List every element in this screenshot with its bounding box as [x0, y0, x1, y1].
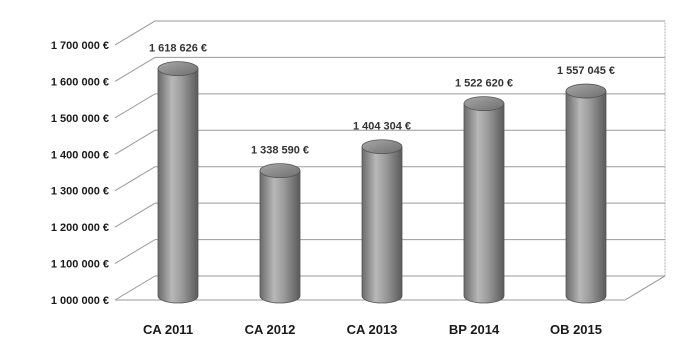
y-tick-label: 1 000 000 €: [51, 295, 109, 307]
bar: [259, 163, 301, 304]
bar-cap: [157, 61, 199, 77]
x-tick-label: OB 2015: [550, 322, 602, 337]
data-label: 1 404 304 €: [353, 121, 411, 133]
y-tick-label: 1 100 000 €: [51, 259, 109, 271]
x-tick-label: CA 2011: [143, 322, 193, 337]
x-tick-label: BP 2014: [449, 322, 500, 337]
bar: [463, 96, 505, 304]
y-tick-label: 1 700 000 €: [51, 40, 109, 52]
bar: [565, 83, 607, 304]
y-tick-label: 1 400 000 €: [51, 149, 109, 161]
y-tick-label: 1 500 000 €: [51, 113, 109, 125]
y-tick-label: 1 200 000 €: [51, 222, 109, 234]
bar-body: [463, 103, 505, 304]
y-tick-label: 1 300 000 €: [51, 186, 109, 198]
gridline: [114, 56, 665, 82]
y-axis: 1 000 000 € 1 100 000 € 1 200 000 € 1 300 0…: [51, 40, 109, 307]
bar-body: [259, 170, 301, 304]
bar-cap: [565, 83, 607, 99]
bar-cap: [361, 139, 403, 155]
data-label: 1 522 620 €: [455, 78, 513, 90]
x-tick-label: CA 2013: [347, 322, 398, 337]
gridline: [114, 20, 665, 46]
floor-edge-side: [624, 275, 666, 301]
bar-cap: [259, 163, 301, 179]
bar-body: [157, 68, 199, 304]
bar-body: [565, 90, 607, 304]
y-tick-label: 1 600 000 €: [51, 76, 109, 88]
gridline: [114, 93, 665, 119]
data-label: 1 338 590 €: [251, 145, 309, 157]
bar: [361, 139, 403, 304]
data-label: 1 618 626 €: [149, 43, 207, 55]
x-tick-label: CA 2012: [245, 322, 296, 337]
bar-body: [361, 146, 403, 304]
labels: 1 618 626 € CA 2011 1 338 590 € CA 2012 1 40…: [143, 43, 615, 337]
bar-cap: [463, 96, 505, 112]
bar: [157, 61, 199, 304]
bars: [157, 61, 607, 304]
data-label: 1 557 045 €: [557, 65, 615, 77]
